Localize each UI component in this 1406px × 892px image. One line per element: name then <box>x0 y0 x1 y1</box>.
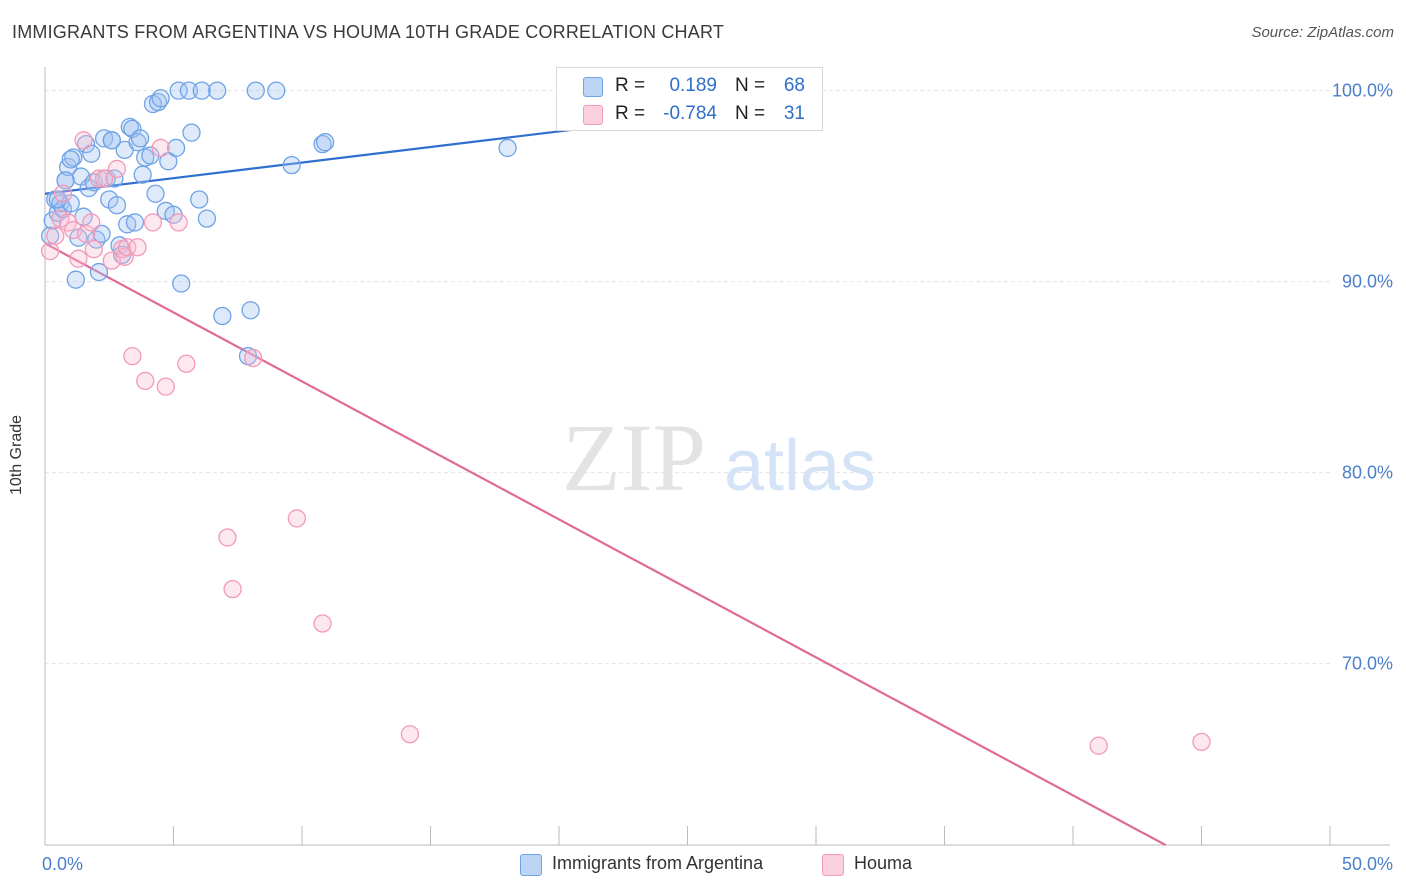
data-point-houma <box>1089 736 1108 755</box>
data-point-argentina <box>102 131 121 150</box>
data-point-argentina <box>241 301 260 320</box>
y-tick-label: 80.0% <box>1342 463 1393 483</box>
data-point-houma <box>84 240 103 259</box>
legend-r-label: R = <box>615 103 646 124</box>
data-point-argentina <box>172 274 191 293</box>
data-point-argentina <box>182 123 201 142</box>
legend-swatch-houma <box>583 105 603 125</box>
legend-n-value: 68 <box>783 75 805 96</box>
legend-row-houma: R = -0.784 N = 31 <box>557 99 822 129</box>
data-point-houma <box>94 169 114 188</box>
series-label-argentina: Immigrants from Argentina <box>552 853 764 873</box>
data-point-houma <box>287 509 307 528</box>
data-point-houma <box>143 213 163 232</box>
data-point-houma <box>53 184 73 203</box>
data-point-argentina <box>66 270 85 289</box>
legend-r-value: -0.784 <box>663 103 717 124</box>
data-point-houma <box>74 131 93 150</box>
data-point-argentina <box>315 133 335 152</box>
data-point-argentina <box>133 165 152 184</box>
data-point-houma <box>218 528 237 547</box>
data-point-argentina <box>313 134 332 154</box>
legend-r-label: R = <box>615 75 646 96</box>
data-point-houma <box>118 238 137 257</box>
data-point-argentina <box>208 81 227 100</box>
data-point-argentina <box>166 138 186 158</box>
data-point-argentina <box>107 196 127 215</box>
data-point-argentina <box>125 213 145 232</box>
data-point-argentina <box>246 81 265 100</box>
data-point-argentina <box>197 209 217 228</box>
data-point-argentina <box>40 226 60 245</box>
data-point-argentina <box>282 155 301 175</box>
data-point-houma <box>1192 732 1211 752</box>
series-swatch-houma <box>822 854 844 876</box>
watermark-atlas: atlas <box>724 426 876 506</box>
data-point-houma <box>82 213 101 232</box>
data-point-argentina <box>213 306 232 326</box>
series-label-houma: Houma <box>854 853 913 873</box>
axes <box>44 67 1390 846</box>
data-point-argentina <box>179 81 199 100</box>
data-point-houma <box>89 169 109 188</box>
watermark: ZIP atlas <box>562 404 876 511</box>
data-point-houma <box>177 354 196 373</box>
series-swatch-argentina <box>520 854 542 876</box>
data-point-houma <box>76 224 96 244</box>
y-tick-label: 100.0% <box>1332 81 1393 101</box>
data-point-argentina <box>48 190 67 209</box>
x-tick-label: 50.0% <box>1342 854 1393 874</box>
legend-swatch-argentina <box>583 77 603 97</box>
trend-line-houma <box>44 242 1167 846</box>
data-point-houma <box>156 377 175 396</box>
y-tick-label: 90.0% <box>1342 272 1393 292</box>
data-point-houma <box>69 249 88 268</box>
legend-row-argentina: R = 0.189 N = 68 <box>557 71 822 101</box>
data-point-argentina <box>190 190 209 209</box>
data-point-houma <box>46 226 65 245</box>
data-point-houma <box>223 579 242 599</box>
data-points <box>40 81 1211 755</box>
data-point-houma <box>313 614 332 633</box>
data-point-houma <box>128 238 147 257</box>
data-point-houma <box>151 138 170 158</box>
data-point-argentina <box>61 150 80 169</box>
data-point-houma <box>400 725 420 744</box>
watermark-zip: ZIP <box>562 404 706 511</box>
chart-source: Source: ZipAtlas.com <box>1251 24 1394 41</box>
legend-r-value: 0.189 <box>669 75 717 96</box>
data-point-argentina <box>192 81 211 100</box>
data-point-argentina <box>141 146 160 165</box>
data-point-houma <box>169 213 188 232</box>
series-legend: Immigrants from Argentina Houma <box>0 852 1406 878</box>
data-point-argentina <box>92 224 111 244</box>
data-point-argentina <box>267 81 286 100</box>
legend-n-label: N = <box>735 75 766 96</box>
data-point-houma <box>244 348 263 368</box>
data-point-argentina <box>123 119 142 138</box>
y-tick-label: 70.0% <box>1342 654 1393 674</box>
data-point-argentina <box>64 148 83 167</box>
grid-lines <box>45 90 1330 665</box>
data-point-argentina <box>89 262 109 282</box>
legend-n-value: 31 <box>783 103 805 124</box>
data-point-houma <box>40 241 60 261</box>
data-point-argentina <box>130 129 150 148</box>
data-point-argentina <box>498 138 517 158</box>
data-point-argentina <box>151 89 170 108</box>
data-point-argentina <box>56 171 75 190</box>
data-point-houma <box>136 371 155 391</box>
x-tick-label: 0.0% <box>42 854 83 874</box>
data-point-houma <box>107 159 127 179</box>
data-point-houma <box>123 346 142 366</box>
tick-labels: 100.0% 90.0% 80.0% 70.0% 0.0% 50.0% <box>42 81 1393 874</box>
data-point-argentina <box>146 184 165 203</box>
legend-n-label: N = <box>735 103 766 124</box>
chart-title: IMMIGRANTS FROM ARGENTINA VS HOUMA 10TH … <box>12 22 725 42</box>
data-point-argentina <box>120 117 139 137</box>
data-point-argentina <box>169 81 188 100</box>
stats-legend: R = 0.189 N = 68 R = -0.784 N = 31 <box>556 67 823 131</box>
